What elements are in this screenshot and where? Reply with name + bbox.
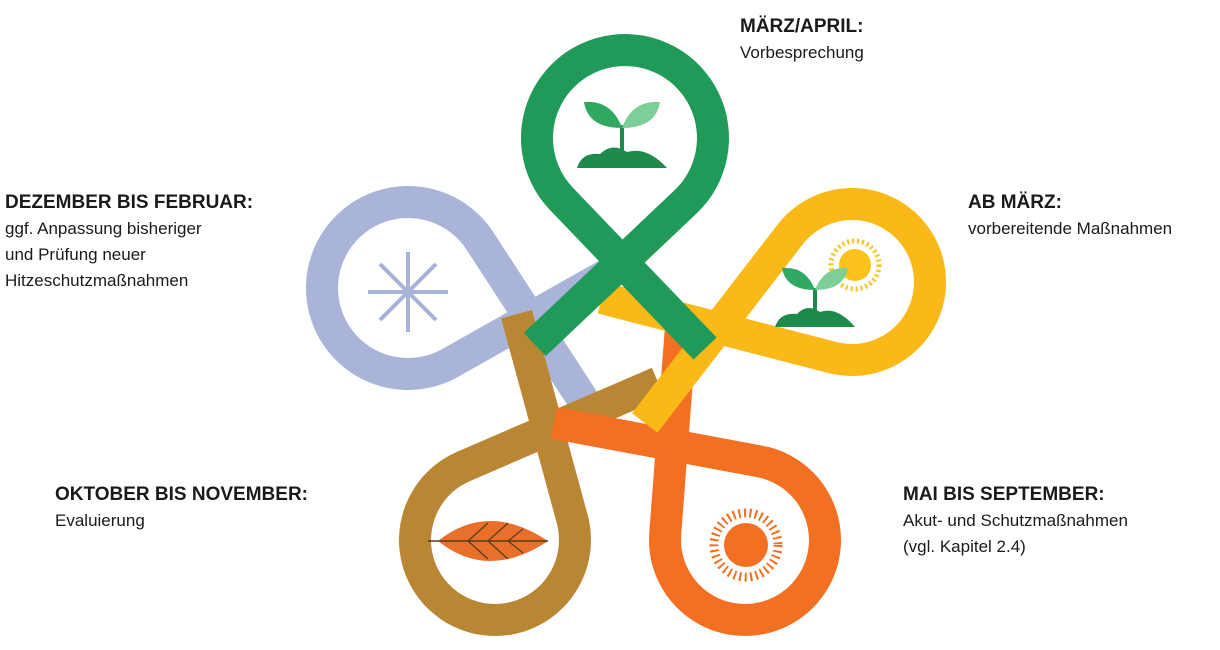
- phase-title: DEZEMBER BIS FEBRUAR:: [5, 190, 253, 216]
- phase-text: vorbereitende Maßnahmen: [968, 216, 1172, 242]
- phase-text: ggf. Anpassung bisheriger: [5, 216, 253, 242]
- phase-title: MÄRZ/APRIL:: [740, 14, 864, 40]
- snowflake-icon: [368, 252, 448, 332]
- phase-text: (vgl. Kapitel 2.4): [903, 534, 1128, 560]
- page: MÄRZ/APRIL:Vorbesprechung AB MÄRZ:vorber…: [0, 0, 1220, 650]
- phase-label: DEZEMBER BIS FEBRUAR:ggf. Anpassung bish…: [5, 190, 253, 294]
- sprout-icon: [577, 102, 667, 168]
- phase-label: OKTOBER BIS NOVEMBER:Evaluierung: [55, 482, 308, 534]
- phase-label: MÄRZ/APRIL:Vorbesprechung: [740, 14, 864, 66]
- phase-text: und Prüfung neuer: [5, 242, 253, 268]
- phase-text: Hitzeschutzmaßnahmen: [5, 268, 253, 294]
- leaf-icon: [428, 521, 548, 561]
- phase-label: AB MÄRZ:vorbereitende Maßnahmen: [968, 190, 1172, 242]
- phase-title: OKTOBER BIS NOVEMBER:: [55, 482, 308, 508]
- phase-text: Vorbesprechung: [740, 40, 864, 66]
- loops: [322, 50, 930, 620]
- phase-title: AB MÄRZ:: [968, 190, 1172, 216]
- sun-icon: [714, 513, 778, 577]
- phase-text: Akut- und Schutzmaßnahmen: [903, 508, 1128, 534]
- phase-text: Evaluierung: [55, 508, 308, 534]
- phase-title: MAI BIS SEPTEMBER:: [903, 482, 1128, 508]
- phase-label: MAI BIS SEPTEMBER:Akut- und Schutzmaßnah…: [903, 482, 1128, 560]
